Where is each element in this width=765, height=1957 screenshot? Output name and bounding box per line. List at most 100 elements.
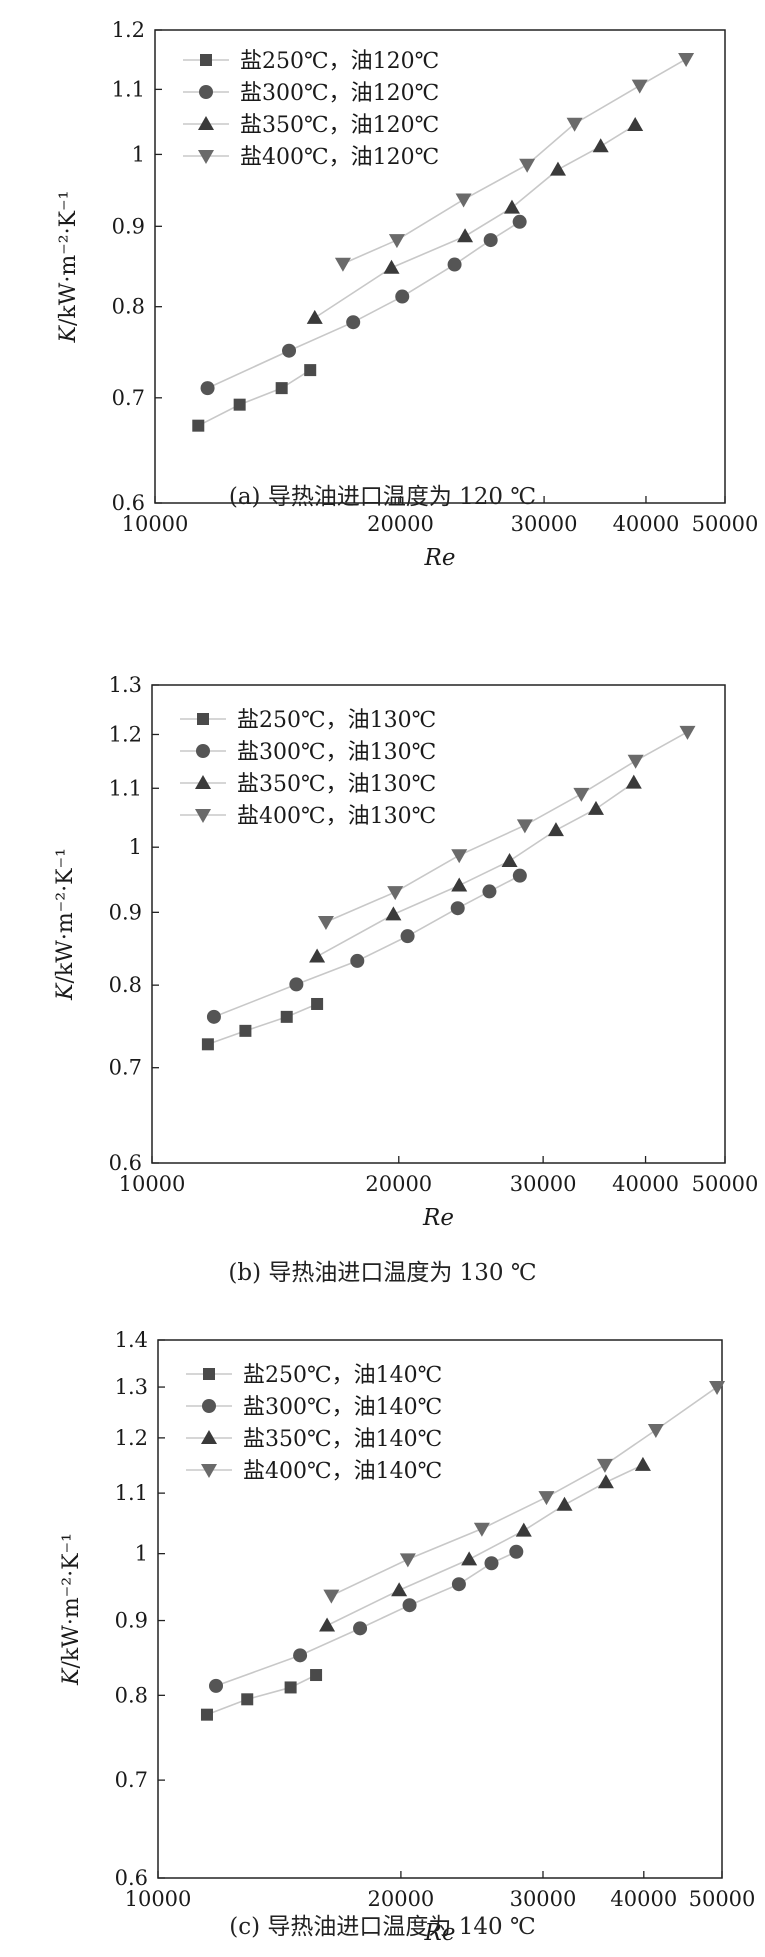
- plot-frame: [151, 684, 726, 1164]
- y-tick-label: 0.6: [109, 1151, 142, 1175]
- data-point: [515, 1522, 532, 1537]
- legend-marker: [201, 1464, 217, 1478]
- data-point: [509, 1544, 524, 1559]
- y-tick-label: 1.3: [109, 673, 142, 697]
- legend-label: 盐350℃，油120℃: [240, 113, 439, 138]
- data-point: [293, 1648, 308, 1663]
- data-point: [400, 929, 415, 944]
- y-axis-label: K/kW·m⁻²·K⁻¹: [56, 191, 81, 344]
- data-point: [310, 1669, 323, 1682]
- chart-a-svg: 10000 20000 30000 40000 50000 0.6 0.7 0.8 0.9 1 1.…: [56, 18, 758, 571]
- legend-label: 盐400℃，油120℃: [240, 145, 439, 170]
- data-point: [597, 1474, 614, 1489]
- y-tick-label: 0.9: [109, 900, 142, 924]
- x-tick-label: 50000: [692, 1172, 759, 1196]
- data-point: [280, 1010, 293, 1023]
- data-point: [317, 916, 334, 931]
- series-line: [207, 221, 521, 389]
- data-point: [473, 1522, 490, 1537]
- legend-marker: [201, 1430, 217, 1444]
- chart-c-caption: (c) 导热油进口温度为 140 ℃: [229, 1914, 536, 1940]
- y-tick-label: 0.7: [115, 1768, 148, 1792]
- data-point: [461, 1551, 478, 1566]
- x-tick-label: 40000: [610, 1887, 677, 1911]
- data-point: [627, 117, 644, 132]
- data-point: [201, 1038, 214, 1051]
- data-point: [547, 822, 564, 837]
- data-point: [538, 1491, 555, 1506]
- legend-marker: [195, 775, 211, 789]
- y-tick-label: 1: [132, 142, 145, 166]
- y-tick-label: 0.6: [115, 1866, 148, 1890]
- y-tick-label: 0.8: [109, 973, 142, 997]
- data-point: [391, 1582, 408, 1597]
- data-point: [596, 1458, 613, 1473]
- legend-marker: [196, 744, 210, 758]
- y-tick-label: 1.1: [112, 77, 145, 101]
- data-point: [399, 1553, 416, 1568]
- series-points: [323, 1381, 726, 1604]
- plot-frame: [157, 1339, 723, 1879]
- data-point: [451, 849, 468, 864]
- series-points: [306, 117, 644, 324]
- series-points: [309, 774, 642, 963]
- x-axis-label: Re: [424, 545, 456, 571]
- data-point: [447, 257, 462, 272]
- y-tick-label: 0.7: [109, 1056, 142, 1080]
- data-point: [450, 901, 465, 916]
- data-point: [239, 1024, 252, 1037]
- legend-marker: [203, 1368, 215, 1380]
- data-point: [512, 214, 527, 229]
- data-point: [289, 977, 304, 992]
- legend-label: 盐400℃，油140℃: [243, 1459, 442, 1484]
- legend-label: 盐350℃，油140℃: [243, 1427, 442, 1452]
- data-point: [679, 725, 696, 740]
- data-point: [627, 754, 644, 769]
- series-line: [215, 1551, 517, 1687]
- data-point: [282, 343, 297, 358]
- y-tick-label: 1: [129, 835, 142, 859]
- y-tick-label: 1.1: [109, 776, 142, 800]
- data-point: [388, 234, 405, 249]
- data-point: [519, 158, 536, 173]
- plot-frame: [154, 29, 726, 504]
- y-tick-label: 1.4: [115, 1328, 148, 1352]
- data-point: [647, 1423, 664, 1438]
- data-point: [631, 79, 648, 94]
- series-points: [209, 1544, 524, 1693]
- series-points: [334, 53, 695, 272]
- series-points: [319, 1456, 651, 1632]
- data-point: [346, 315, 361, 330]
- data-point: [451, 1577, 466, 1592]
- x-tick-label: 10000: [119, 1172, 186, 1196]
- legend-marker: [200, 54, 212, 66]
- x-axis-label: Re: [422, 1205, 454, 1231]
- series-points: [192, 364, 317, 432]
- data-point: [503, 199, 520, 214]
- data-point: [385, 906, 402, 921]
- data-point: [206, 1009, 221, 1024]
- legend-marker: [195, 809, 211, 823]
- x-tick-label: 40000: [613, 512, 680, 536]
- chart-a-caption: (a) 导热油进口温度为 120 ℃: [228, 484, 537, 510]
- data-point: [309, 948, 326, 963]
- series-line: [206, 1674, 317, 1716]
- y-tick-label: 0.9: [115, 1609, 148, 1633]
- data-point: [566, 117, 583, 132]
- y-tick-label: 0.8: [112, 295, 145, 319]
- y-tick-label: 1.1: [115, 1481, 148, 1505]
- x-tick-label: 30000: [511, 512, 578, 536]
- legend-label: 盐250℃，油120℃: [240, 49, 439, 74]
- series-line: [326, 1464, 644, 1627]
- data-point: [482, 884, 497, 899]
- data-point: [353, 1621, 368, 1636]
- y-tick-label: 1.2: [109, 722, 142, 746]
- x-tick-label: 50000: [689, 1887, 756, 1911]
- series-points: [206, 868, 527, 1024]
- legend-marker: [198, 150, 214, 164]
- data-point: [634, 1456, 651, 1471]
- legend-label: 盐300℃，油130℃: [237, 740, 436, 765]
- chart-b-svg: 10000 20000 30000 40000 50000 0.6 0.7 0.8 0.9 1 1.…: [53, 673, 759, 1231]
- chart-c-svg: 10000 20000 30000 40000 50000 0.6 0.7 0.8 0.9 1 1.…: [59, 1328, 756, 1946]
- legend-label: 盐400℃，油130℃: [237, 804, 436, 829]
